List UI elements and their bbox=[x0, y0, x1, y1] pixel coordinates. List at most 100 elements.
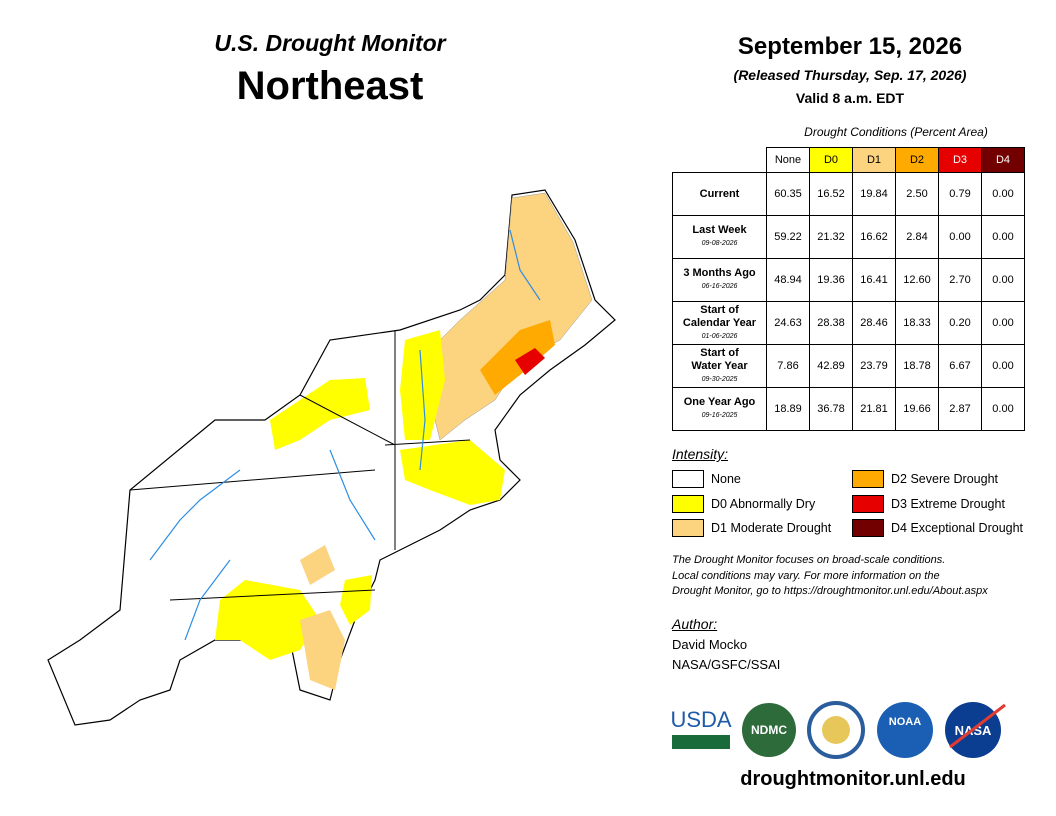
cell: 48.94 bbox=[766, 258, 810, 302]
row-label-line: One Year Ago bbox=[683, 396, 756, 408]
cell: 16.62 bbox=[852, 215, 896, 259]
cell: 28.38 bbox=[809, 301, 853, 345]
d1-pa bbox=[300, 545, 335, 585]
cell: 0.00 bbox=[981, 258, 1025, 302]
cell: 19.66 bbox=[895, 387, 939, 431]
note-line: Local conditions may vary. For more info… bbox=[672, 569, 940, 582]
note-line: The Drought Monitor focuses on broad-sca… bbox=[672, 554, 946, 566]
cell: 19.36 bbox=[809, 258, 853, 302]
cell: 0.00 bbox=[938, 215, 982, 259]
row-label: 3 Months Ago 06-16-2026 bbox=[672, 258, 767, 302]
row-label: Last Week 09-08-2026 bbox=[672, 215, 767, 259]
cell: 28.46 bbox=[852, 301, 896, 345]
subtitle: U.S. Drought Monitor bbox=[214, 30, 446, 56]
cell: 2.87 bbox=[938, 387, 982, 431]
legend-swatch bbox=[672, 519, 704, 537]
row-label-line: Start of bbox=[700, 303, 739, 316]
cell: 36.78 bbox=[809, 387, 853, 431]
corner bbox=[673, 148, 767, 173]
table-row: Current 60.35 16.52 19.84 2.50 0.79 0.00 bbox=[672, 172, 1025, 216]
table-row: Start of Water Year 09-30-2025 7.86 42.89 23.… bbox=[672, 344, 1025, 388]
row-label-line: Start of bbox=[700, 346, 739, 359]
cell: 21.81 bbox=[852, 387, 896, 431]
column-header: D4 bbox=[981, 147, 1025, 173]
legend-label: D1 Moderate Drought bbox=[711, 521, 832, 535]
author-title: Author: bbox=[672, 616, 718, 632]
d0-nj bbox=[340, 575, 372, 625]
state-borders bbox=[129, 330, 471, 601]
logo-noaa: NOAA bbox=[889, 716, 921, 728]
cell: 0.00 bbox=[981, 344, 1025, 388]
legend-swatch bbox=[672, 470, 704, 488]
cell: 42.89 bbox=[809, 344, 853, 388]
legend-label: D0 Abnormally Dry bbox=[711, 496, 816, 511]
ndmc-circle bbox=[742, 703, 796, 757]
map bbox=[47, 189, 616, 726]
d0-ma bbox=[400, 440, 505, 505]
legend-item: D0 Abnormally Dry bbox=[672, 494, 816, 513]
title: Northeast bbox=[236, 64, 424, 108]
row-date: 01-06-2026 bbox=[701, 332, 738, 340]
cell: 7.86 bbox=[766, 344, 810, 388]
column-header: D3 bbox=[938, 147, 982, 173]
row-date: 09-16-2025 bbox=[701, 412, 738, 419]
cell: 16.52 bbox=[809, 172, 853, 216]
cell: 2.70 bbox=[938, 258, 982, 302]
legend-swatch bbox=[852, 470, 884, 488]
d3-area bbox=[515, 348, 545, 375]
cell: 18.89 bbox=[766, 387, 810, 431]
legend-swatch bbox=[852, 494, 884, 513]
column-header: None bbox=[766, 147, 810, 173]
cell: 0.00 bbox=[981, 301, 1025, 345]
row-label-line: Calendar Year bbox=[682, 316, 757, 329]
released: (Released Thursday, Sep. 17, 2026) bbox=[733, 67, 967, 83]
nasa-swoosh bbox=[949, 703, 1006, 749]
logo-usda: USDA bbox=[670, 707, 731, 732]
row-label: Start of Water Year 09-30-2025 bbox=[672, 344, 767, 388]
cell: 0.00 bbox=[981, 387, 1025, 431]
row-date: 09-30-2025 bbox=[701, 375, 738, 383]
cell: 12.60 bbox=[895, 258, 939, 302]
row-label-line: Current bbox=[699, 187, 740, 200]
legend-item: None bbox=[672, 470, 741, 488]
row-label-line: Water Year bbox=[691, 359, 748, 372]
cell: 23.79 bbox=[852, 344, 896, 388]
rivers bbox=[149, 229, 541, 641]
cell: 60.35 bbox=[766, 172, 810, 216]
legend-item: D3 Extreme Drought bbox=[852, 494, 1005, 513]
cell: 0.20 bbox=[938, 301, 982, 345]
date-title: September 15, 2026 bbox=[737, 33, 963, 60]
logos: USDA NDMC NOAA NASA bbox=[670, 701, 1006, 759]
legend-title: Intensity: bbox=[672, 446, 729, 462]
logo-ndmc: NDMC bbox=[751, 723, 787, 737]
legend-label: D3 Extreme Drought bbox=[891, 496, 1005, 511]
url: droughtmonitor.unl.edu bbox=[740, 768, 966, 790]
d2-area bbox=[480, 320, 555, 395]
usda-bar bbox=[672, 735, 730, 749]
row-label-line: Last Week bbox=[692, 224, 747, 236]
legend-label: D4 Exceptional Drought bbox=[891, 521, 1024, 535]
doc-seal-inner bbox=[822, 716, 850, 744]
legend-label: None bbox=[711, 472, 741, 486]
note-line: Drought Monitor, go to https://droughtmo… bbox=[672, 585, 988, 597]
cell: 24.63 bbox=[766, 301, 810, 345]
d1-delmarva bbox=[300, 610, 345, 690]
cell: 6.67 bbox=[938, 344, 982, 388]
conditions-table: None D0 D1 D2 D3 D4 Current 60.35 16.52 19.84 2.50… bbox=[672, 147, 1025, 431]
header-row: None D0 D1 D2 D3 D4 bbox=[673, 147, 1025, 173]
cell: 16.41 bbox=[852, 258, 896, 302]
noaa-circle bbox=[877, 702, 933, 758]
cell: 18.78 bbox=[895, 344, 939, 388]
table-row: Last Week 09-08-2026 59.22 21.32 16.62 2.84 0.… bbox=[672, 215, 1025, 259]
d0-ny bbox=[270, 378, 370, 450]
row-date: 06-16-2026 bbox=[701, 283, 738, 290]
column-header: D1 bbox=[852, 147, 896, 173]
cell: 0.00 bbox=[981, 172, 1025, 216]
table-row: 3 Months Ago 06-16-2026 48.94 19.36 16.41 12.… bbox=[672, 258, 1025, 302]
author-name: David Mocko bbox=[672, 637, 748, 652]
cell: 0.79 bbox=[938, 172, 982, 216]
legend-swatch bbox=[672, 494, 704, 513]
table-caption: Drought Conditions (Percent Area) bbox=[804, 125, 988, 139]
row-label: One Year Ago 09-16-2025 bbox=[672, 387, 767, 431]
